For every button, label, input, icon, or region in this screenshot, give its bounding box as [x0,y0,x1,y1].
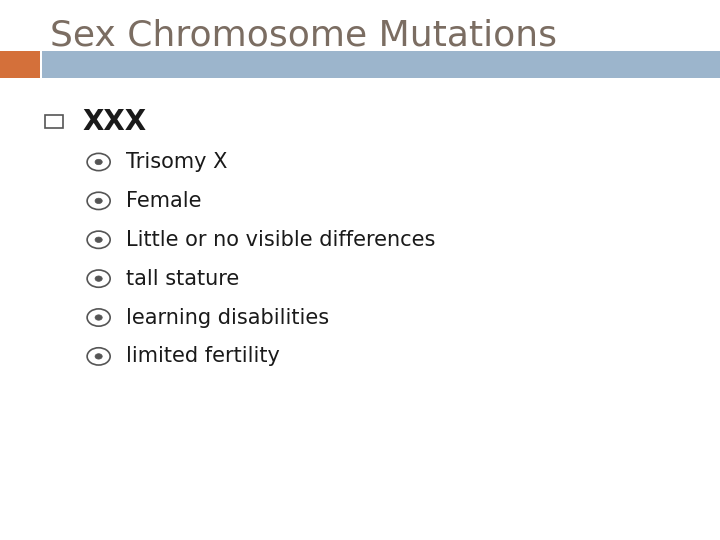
Text: tall stature: tall stature [126,268,239,289]
Text: Sex Chromosome Mutations: Sex Chromosome Mutations [50,18,557,52]
Bar [42,51,720,78]
Bar [0,51,40,78]
Text: Little or no visible differences: Little or no visible differences [126,230,436,250]
Circle shape [95,159,102,165]
Text: learning disabilities: learning disabilities [126,307,329,328]
Circle shape [95,315,102,320]
Text: limited fertility: limited fertility [126,346,280,367]
Circle shape [95,237,102,242]
Text: Female: Female [126,191,202,211]
Circle shape [95,276,102,281]
Text: XXX: XXX [83,107,147,136]
Bar [45,114,63,128]
Text: Trisomy X: Trisomy X [126,152,228,172]
Circle shape [95,354,102,359]
Circle shape [95,198,102,204]
